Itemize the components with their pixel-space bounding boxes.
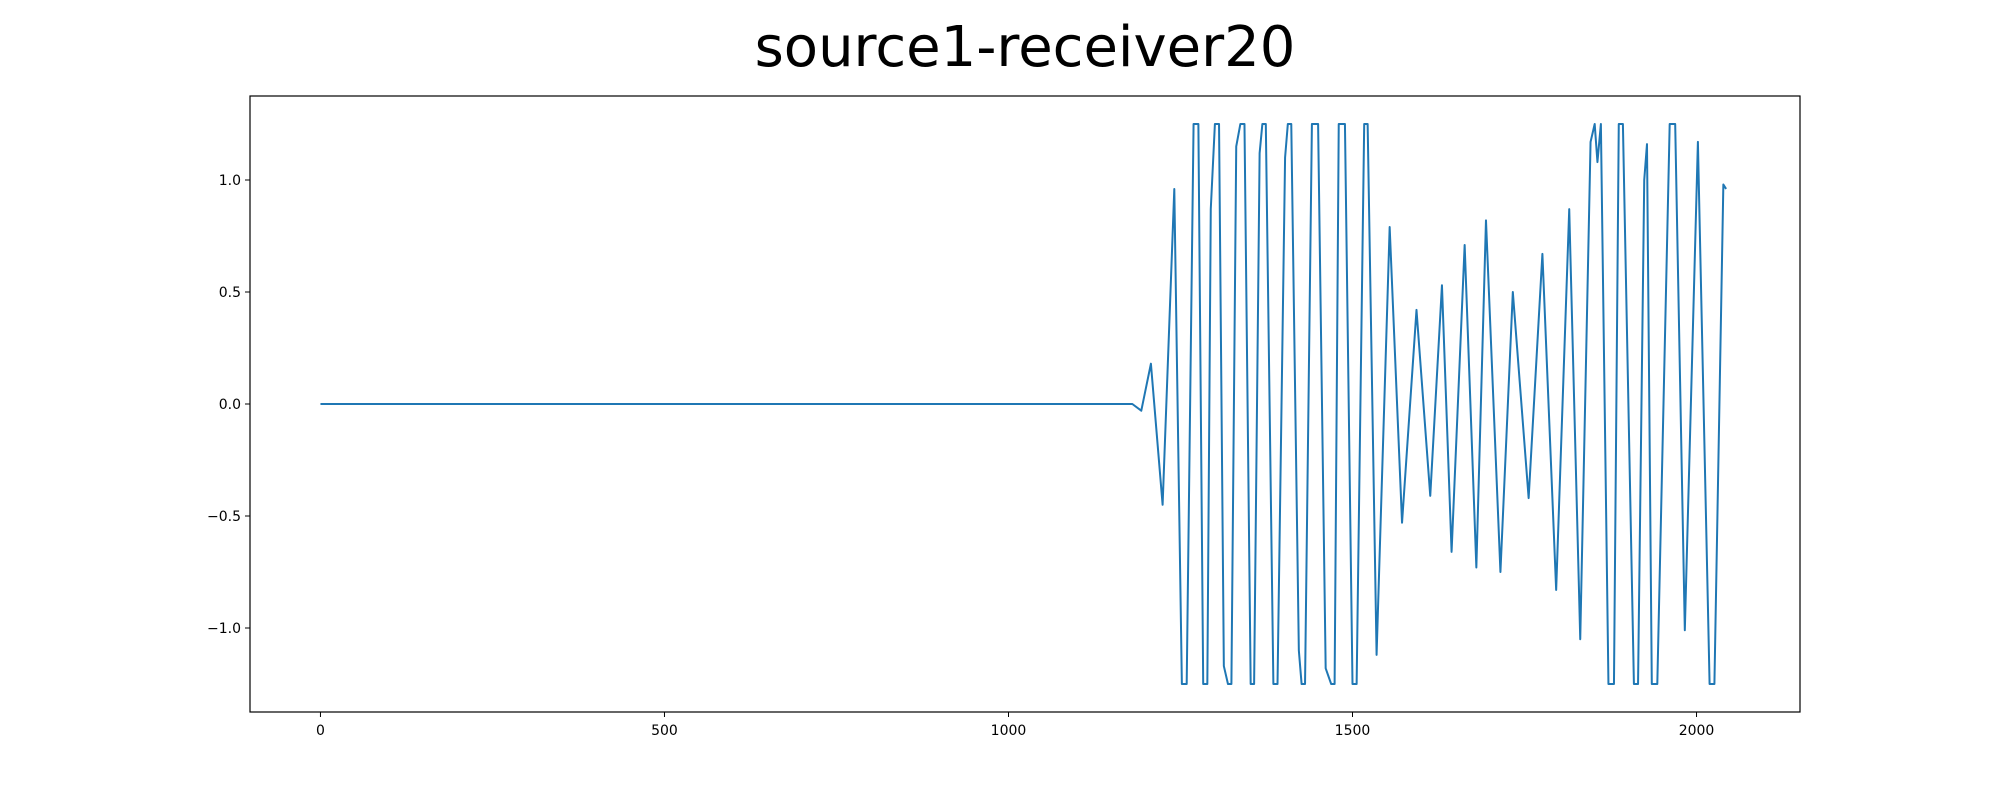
chart-title: source1-receiver20 — [755, 15, 1296, 80]
x-tick-label: 2000 — [1679, 723, 1715, 739]
x-tick-label: 0 — [316, 723, 325, 739]
x-tick-label: 1000 — [991, 723, 1027, 739]
y-tick-label: −1.0 — [207, 621, 241, 637]
data-line — [320, 123, 1727, 685]
x-tick-label: 500 — [651, 723, 678, 739]
x-tick-label: 1500 — [1335, 723, 1371, 739]
y-tick-label: −0.5 — [207, 509, 241, 525]
y-tick-label: 1.0 — [219, 173, 241, 189]
y-tick-label: 0.5 — [219, 285, 241, 301]
y-tick-label: 0.0 — [219, 397, 241, 413]
